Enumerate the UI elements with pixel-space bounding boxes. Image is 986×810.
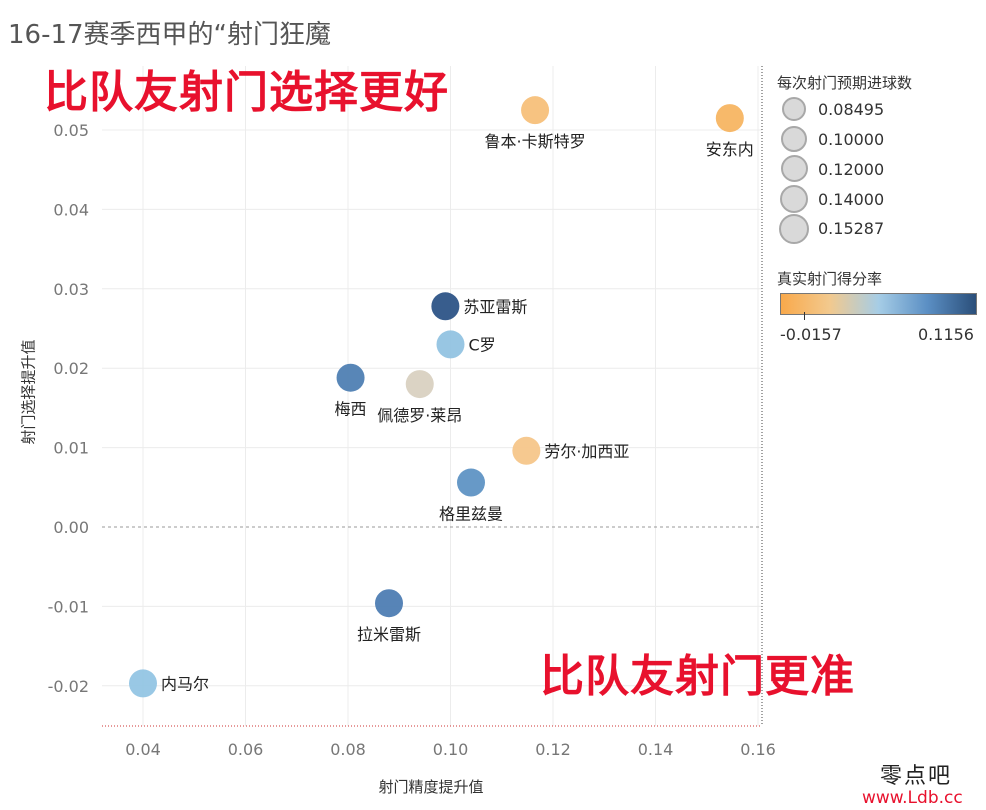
size-legend-circle	[780, 185, 808, 213]
watermark-url: www.Ldb.cc	[862, 788, 963, 808]
point-label: 拉米雷斯	[357, 625, 421, 644]
x-tick-label: 0.08	[330, 740, 366, 759]
data-point	[521, 96, 550, 125]
y-tick-label: 0.02	[53, 359, 89, 378]
size-legend-circle	[781, 155, 808, 182]
data-point	[457, 468, 485, 497]
color-gradient-tick	[804, 312, 805, 320]
x-tick-label: 0.10	[433, 740, 469, 759]
point-label: 梅西	[335, 400, 367, 419]
color-legend-max: 0.1156	[918, 325, 974, 344]
x-tick-label: 0.12	[535, 740, 571, 759]
size-legend-item: 0.12000	[778, 155, 978, 185]
size-legend-label: 0.14000	[818, 190, 885, 209]
data-point	[436, 330, 465, 359]
data-point	[431, 292, 460, 321]
size-legend-title: 每次射门预期进球数	[777, 74, 913, 92]
y-tick-label: 0.00	[53, 518, 89, 537]
point-label: 劳尔·加西亚	[544, 442, 629, 461]
x-tick-label: 0.16	[740, 740, 776, 759]
data-point	[512, 436, 541, 465]
y-tick-label: -0.02	[48, 677, 89, 696]
size-legend-label: 0.10000	[818, 130, 885, 149]
y-tick-label: 0.04	[53, 200, 89, 219]
x-tick-label: 0.14	[638, 740, 674, 759]
point-label: 格里兹曼	[439, 505, 503, 524]
color-legend-min: -0.0157	[780, 325, 842, 344]
x-axis-label: 射门精度提升值	[378, 778, 484, 796]
y-axis-label: 射门选择提升值	[19, 339, 38, 445]
size-legend-item: 0.14000	[778, 185, 978, 215]
size-legend-circle	[782, 97, 806, 121]
point-label: 鲁本·卡斯特罗	[485, 132, 586, 151]
size-legend-circle	[781, 126, 807, 152]
x-tick-label: 0.04	[125, 740, 161, 759]
annotation-bottom-right: 比队友射门更准	[540, 651, 855, 702]
size-legend-label: 0.08495	[818, 100, 885, 119]
size-legend-label: 0.12000	[818, 160, 885, 179]
size-legend-item: 0.15287	[778, 214, 978, 244]
point-label: 安东内	[706, 140, 754, 159]
data-point	[375, 589, 403, 618]
annotation-top-left: 比队友射门选择更好	[44, 67, 449, 118]
data-point	[336, 363, 365, 392]
y-tick-label: -0.01	[48, 597, 89, 616]
point-label: 佩德罗·莱昂	[377, 406, 462, 425]
watermark-text: 零点吧	[880, 764, 953, 789]
y-tick-label: 0.01	[53, 439, 89, 458]
y-tick-label: 0.05	[53, 121, 89, 140]
point-label: 内马尔	[161, 674, 209, 693]
point-label: 苏亚雷斯	[463, 297, 527, 316]
data-point	[129, 669, 157, 698]
color-gradient-bar	[780, 293, 977, 315]
size-legend-item: 0.10000	[778, 125, 978, 155]
color-legend-title: 真实射门得分率	[777, 270, 883, 288]
y-tick-label: 0.03	[53, 280, 89, 299]
size-legend-label: 0.15287	[818, 219, 885, 238]
x-tick-label: 0.06	[228, 740, 264, 759]
point-label: C罗	[469, 335, 496, 354]
data-point	[405, 370, 434, 399]
size-legend-item: 0.08495	[778, 95, 978, 125]
chart-title: 16-17赛季西甲的“射门狂魔	[8, 20, 332, 50]
data-point	[715, 104, 744, 133]
size-legend-circle	[779, 214, 809, 244]
